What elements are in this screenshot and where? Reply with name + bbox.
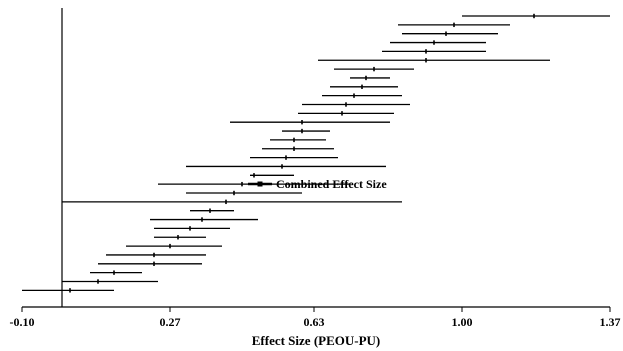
study-rows [22,13,610,293]
combined-effect-size-label: Combined Effect Size [276,177,387,191]
x-tick-label: 1.00 [452,315,473,329]
x-axis-title: Effect Size (PEOU-PU) [252,333,381,348]
x-axis-ticks: -0.10 0.27 0.63 1.00 1.37 [10,307,621,329]
combined-effect-marker [248,181,272,187]
x-tick-label: 0.63 [304,315,325,329]
x-tick-label: 0.27 [160,315,181,329]
combined-point-estimate [257,181,263,187]
x-tick-label: -0.10 [10,315,35,329]
x-tick-label: 1.37 [600,315,621,329]
